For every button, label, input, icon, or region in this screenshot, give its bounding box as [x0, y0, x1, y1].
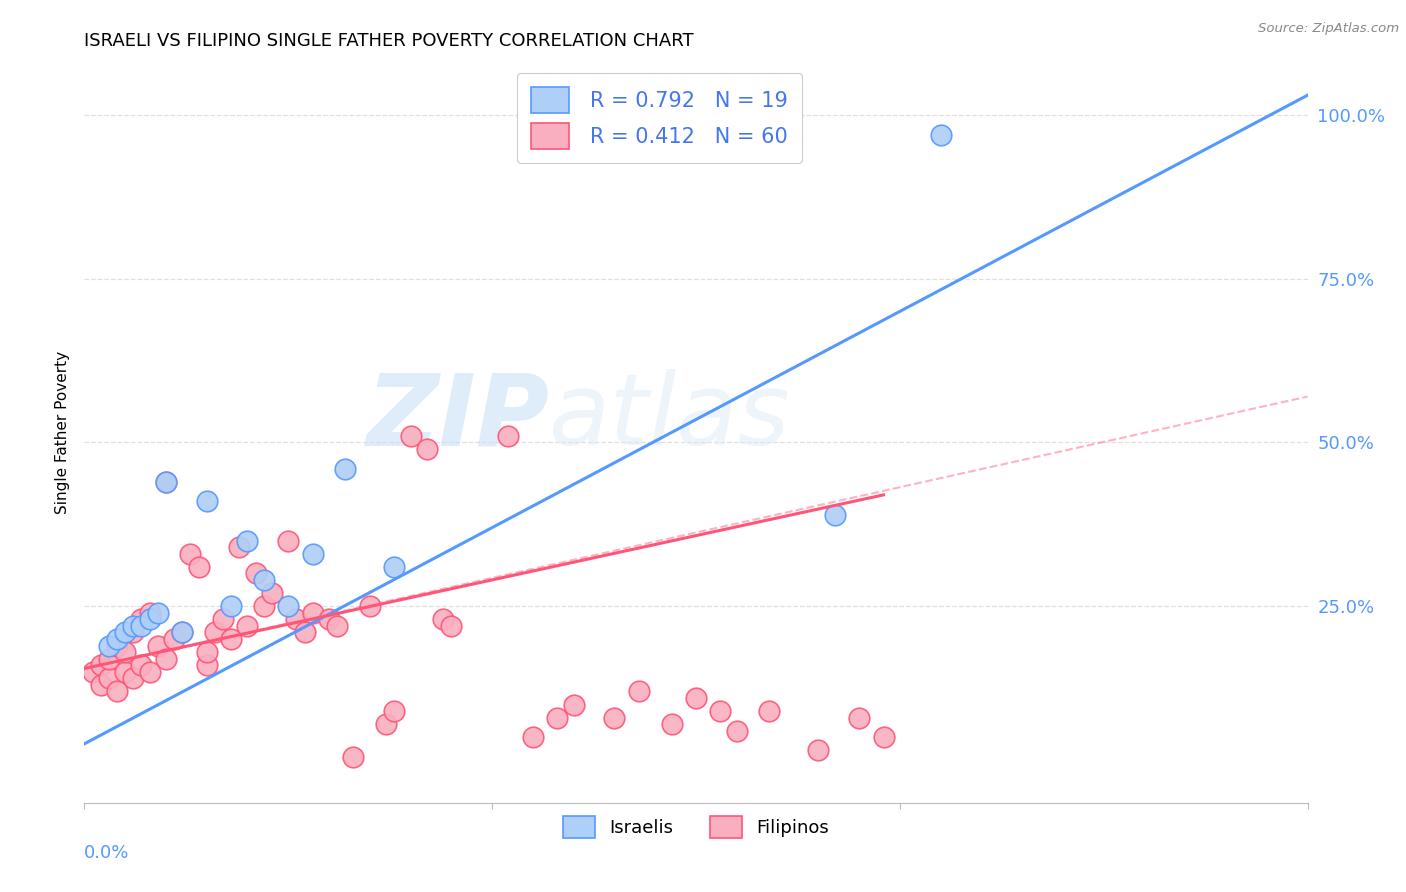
Point	[195, 494, 218, 508]
Point	[131, 619, 153, 633]
Point	[546, 711, 568, 725]
Point	[562, 698, 585, 712]
Point	[432, 612, 454, 626]
Point	[260, 586, 283, 600]
Point	[204, 625, 226, 640]
Point	[195, 645, 218, 659]
Point	[105, 632, 128, 646]
Point	[187, 560, 209, 574]
Point	[114, 665, 136, 679]
Point	[416, 442, 439, 456]
Point	[342, 750, 364, 764]
Point	[375, 717, 398, 731]
Point	[179, 547, 201, 561]
Point	[253, 599, 276, 614]
Point	[758, 704, 780, 718]
Point	[359, 599, 381, 614]
Point	[138, 665, 160, 679]
Point	[245, 566, 267, 581]
Point	[122, 625, 145, 640]
Point	[97, 639, 120, 653]
Point	[122, 619, 145, 633]
Point	[285, 612, 308, 626]
Point	[685, 690, 707, 705]
Point	[382, 704, 405, 718]
Point	[105, 639, 128, 653]
Point	[212, 612, 235, 626]
Point	[277, 533, 299, 548]
Text: 0.0%: 0.0%	[84, 844, 129, 862]
Point	[318, 612, 340, 626]
Text: atlas: atlas	[550, 369, 790, 467]
Point	[228, 541, 250, 555]
Point	[661, 717, 683, 731]
Point	[301, 547, 323, 561]
Point	[97, 651, 120, 665]
Text: ISRAELI VS FILIPINO SINGLE FATHER POVERTY CORRELATION CHART: ISRAELI VS FILIPINO SINGLE FATHER POVERT…	[84, 32, 695, 50]
Point	[326, 619, 349, 633]
Legend: Israelis, Filipinos: Israelis, Filipinos	[555, 809, 837, 846]
Point	[131, 658, 153, 673]
Point	[824, 508, 846, 522]
Point	[155, 651, 177, 665]
Point	[90, 658, 112, 673]
Point	[872, 731, 894, 745]
Point	[399, 429, 422, 443]
Point	[522, 731, 544, 745]
Point	[114, 625, 136, 640]
Point	[929, 128, 952, 142]
Point	[294, 625, 316, 640]
Point	[440, 619, 463, 633]
Point	[277, 599, 299, 614]
Point	[498, 429, 520, 443]
Point	[301, 606, 323, 620]
Point	[807, 743, 830, 757]
Text: Source: ZipAtlas.com: Source: ZipAtlas.com	[1258, 22, 1399, 36]
Point	[709, 704, 731, 718]
Point	[122, 671, 145, 685]
Point	[335, 461, 357, 475]
Point	[163, 632, 186, 646]
Y-axis label: Single Father Poverty: Single Father Poverty	[55, 351, 70, 514]
Point	[627, 684, 650, 698]
Point	[155, 475, 177, 489]
Point	[848, 711, 870, 725]
Point	[105, 684, 128, 698]
Point	[219, 599, 242, 614]
Point	[236, 533, 259, 548]
Point	[146, 639, 169, 653]
Point	[155, 475, 177, 489]
Point	[382, 560, 405, 574]
Point	[236, 619, 259, 633]
Point	[131, 612, 153, 626]
Point	[97, 671, 120, 685]
Point	[82, 665, 104, 679]
Point	[172, 625, 194, 640]
Point	[138, 606, 160, 620]
Point	[146, 606, 169, 620]
Point	[603, 711, 626, 725]
Text: ZIP: ZIP	[366, 369, 550, 467]
Point	[195, 658, 218, 673]
Point	[253, 573, 276, 587]
Point	[725, 723, 748, 738]
Point	[219, 632, 242, 646]
Point	[172, 625, 194, 640]
Point	[114, 645, 136, 659]
Point	[138, 612, 160, 626]
Point	[90, 678, 112, 692]
